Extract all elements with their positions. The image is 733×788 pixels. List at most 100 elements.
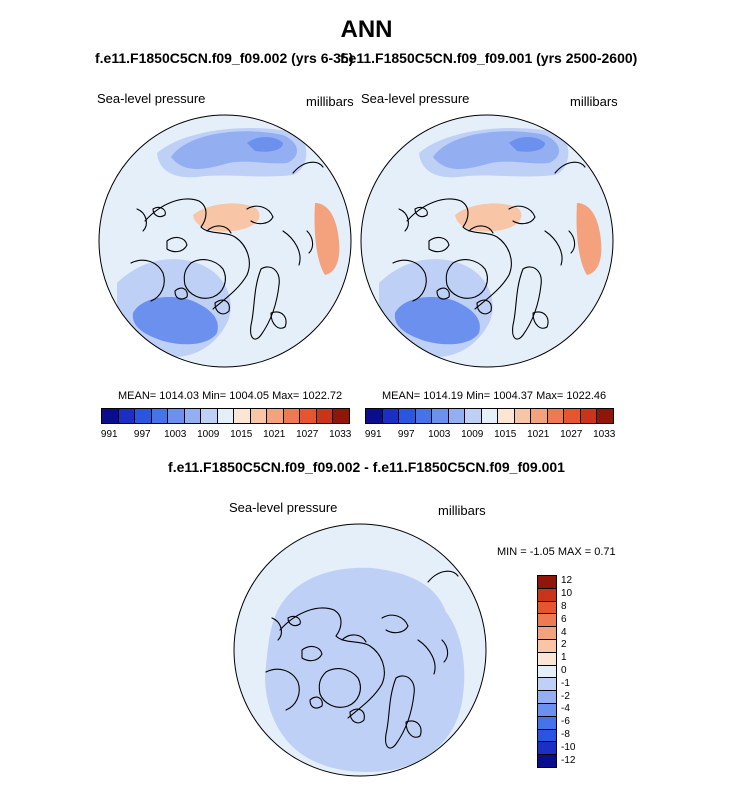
coastline-segment — [246, 205, 274, 225]
colorbar-swatch — [150, 408, 168, 424]
panel3-stats: MIN = -1.05 MAX = 0.71 — [497, 546, 616, 558]
coastline-segment — [417, 639, 436, 675]
coastline-segment — [427, 570, 459, 583]
coastline-segment — [270, 311, 287, 329]
coastline-segment — [214, 299, 230, 315]
right-subtitle: f.e11.F1850C5CN.f09_f09.001 (yrs 2500-26… — [340, 50, 638, 66]
panel1-map — [98, 114, 352, 368]
colorbar-tick-label: 0 — [561, 665, 567, 676]
panel2-units-label: millibars — [570, 94, 618, 109]
coastline-segment — [287, 615, 301, 627]
coastline-segment — [532, 311, 549, 329]
colorbar-tick-label: 1009 — [197, 429, 220, 440]
colorbar-swatch — [537, 741, 557, 756]
colorbar-tick-label: -2 — [561, 690, 570, 702]
panel2-stats: MEAN= 1014.19 Min= 1004.37 Max= 1022.46 — [382, 390, 607, 402]
colorbar-swatch — [332, 408, 350, 424]
field-aleutian-core — [247, 137, 283, 152]
colorbar-swatch — [414, 408, 432, 424]
colorbar-tick-label: -10 — [561, 741, 576, 753]
colorbar-swatch — [233, 408, 251, 424]
colorbar-swatch — [315, 408, 333, 424]
difference-title: f.e11.F1850C5CN.f09_f09.002 - f.e11.F185… — [168, 459, 565, 475]
coastline-segment — [183, 259, 226, 299]
coastline-segment — [445, 259, 488, 299]
coastlines — [392, 161, 586, 340]
colorbar-tick-label: 1009 — [461, 429, 484, 440]
field-arctic — [193, 203, 260, 232]
panel3-map — [233, 523, 487, 777]
coastline-segment — [385, 675, 415, 749]
colorbar-tick-label: 997 — [133, 429, 151, 440]
colorbar-tick-label: -6 — [561, 716, 570, 728]
coastline-segment — [349, 708, 365, 724]
field-arctic — [455, 203, 522, 232]
colorbar-swatch — [299, 408, 317, 424]
colorbar-swatch — [398, 408, 416, 424]
colorbar-tick-label: 6 — [561, 613, 567, 625]
panel1-variable-label: Sea-level pressure — [97, 91, 206, 106]
colorbar-swatch — [537, 575, 557, 589]
colorbar-tick-label: 1 — [561, 652, 567, 664]
colorbar-swatch — [183, 408, 201, 424]
coastline-segment — [152, 206, 166, 218]
coastline-segment — [250, 266, 280, 340]
colorbar-tick-label: 10 — [561, 588, 573, 600]
colorbar-tick-label: 1015 — [494, 429, 517, 440]
colorbar-swatch — [101, 408, 119, 424]
colorbar-tick-label: 1027 — [296, 429, 319, 440]
colorbar-tick-label: -8 — [561, 729, 570, 740]
colorbar-swatch — [537, 587, 557, 602]
coastline-segment — [306, 230, 314, 254]
colorbar-swatch — [596, 408, 614, 424]
field-siberian — [314, 203, 340, 275]
coastlines — [130, 161, 324, 340]
colorbar-swatch — [513, 408, 531, 424]
coastline-segment — [392, 259, 427, 302]
coastline-segment — [508, 205, 536, 225]
panel3-units-label: millibars — [438, 503, 486, 518]
coastline-segment — [405, 720, 422, 738]
coastline-segment — [206, 225, 232, 234]
colorbar-swatch — [546, 408, 564, 424]
colorbar-tick-label: 4 — [561, 626, 567, 638]
colorbar-swatch — [530, 408, 548, 424]
coastline-segment — [414, 206, 428, 218]
panel3-variable-label: Sea-level pressure — [229, 500, 338, 515]
coastline-segment — [476, 299, 492, 315]
colorbar-swatch — [579, 408, 597, 424]
colorbar-swatch — [537, 626, 557, 640]
colorbar-swatch — [537, 754, 557, 768]
colorbar-swatch — [266, 408, 284, 424]
coastline-segment — [568, 230, 576, 254]
colorbar-tick-label: 997 — [397, 429, 415, 440]
panel2-map — [360, 114, 614, 368]
colorbar-swatch — [480, 408, 498, 424]
coastline-segment — [174, 287, 188, 300]
colorbar-swatch — [537, 677, 557, 692]
colorbar-swatch — [216, 408, 234, 424]
field-icelandic-core — [419, 311, 465, 331]
colorbar-swatch — [464, 408, 482, 424]
colorbar-swatch — [537, 639, 557, 653]
colorbar-swatch — [431, 408, 449, 424]
panel1-units-label: millibars — [306, 94, 354, 109]
colorbar-swatch — [563, 408, 581, 424]
panel2-variable-label: Sea-level pressure — [361, 91, 470, 106]
coastline-segment — [544, 230, 563, 266]
colorbar-swatch — [117, 408, 135, 424]
colorbar-swatch — [537, 651, 557, 666]
colorbar-swatch — [537, 715, 557, 730]
globe-outline — [98, 114, 352, 368]
colorbar-swatch — [381, 408, 399, 424]
coastline-segment — [381, 614, 409, 634]
colorbar-swatch — [537, 728, 557, 743]
colorbar-swatch — [447, 408, 465, 424]
globe-outline — [233, 523, 487, 777]
colorbar-swatch — [249, 408, 267, 424]
colorbar-tick-label: 1021 — [527, 429, 550, 440]
colorbar-swatch — [167, 408, 185, 424]
colorbar-tick-label: 12 — [561, 575, 573, 587]
colorbar-tick-label: -12 — [561, 754, 576, 766]
coastline-segment — [398, 208, 409, 232]
